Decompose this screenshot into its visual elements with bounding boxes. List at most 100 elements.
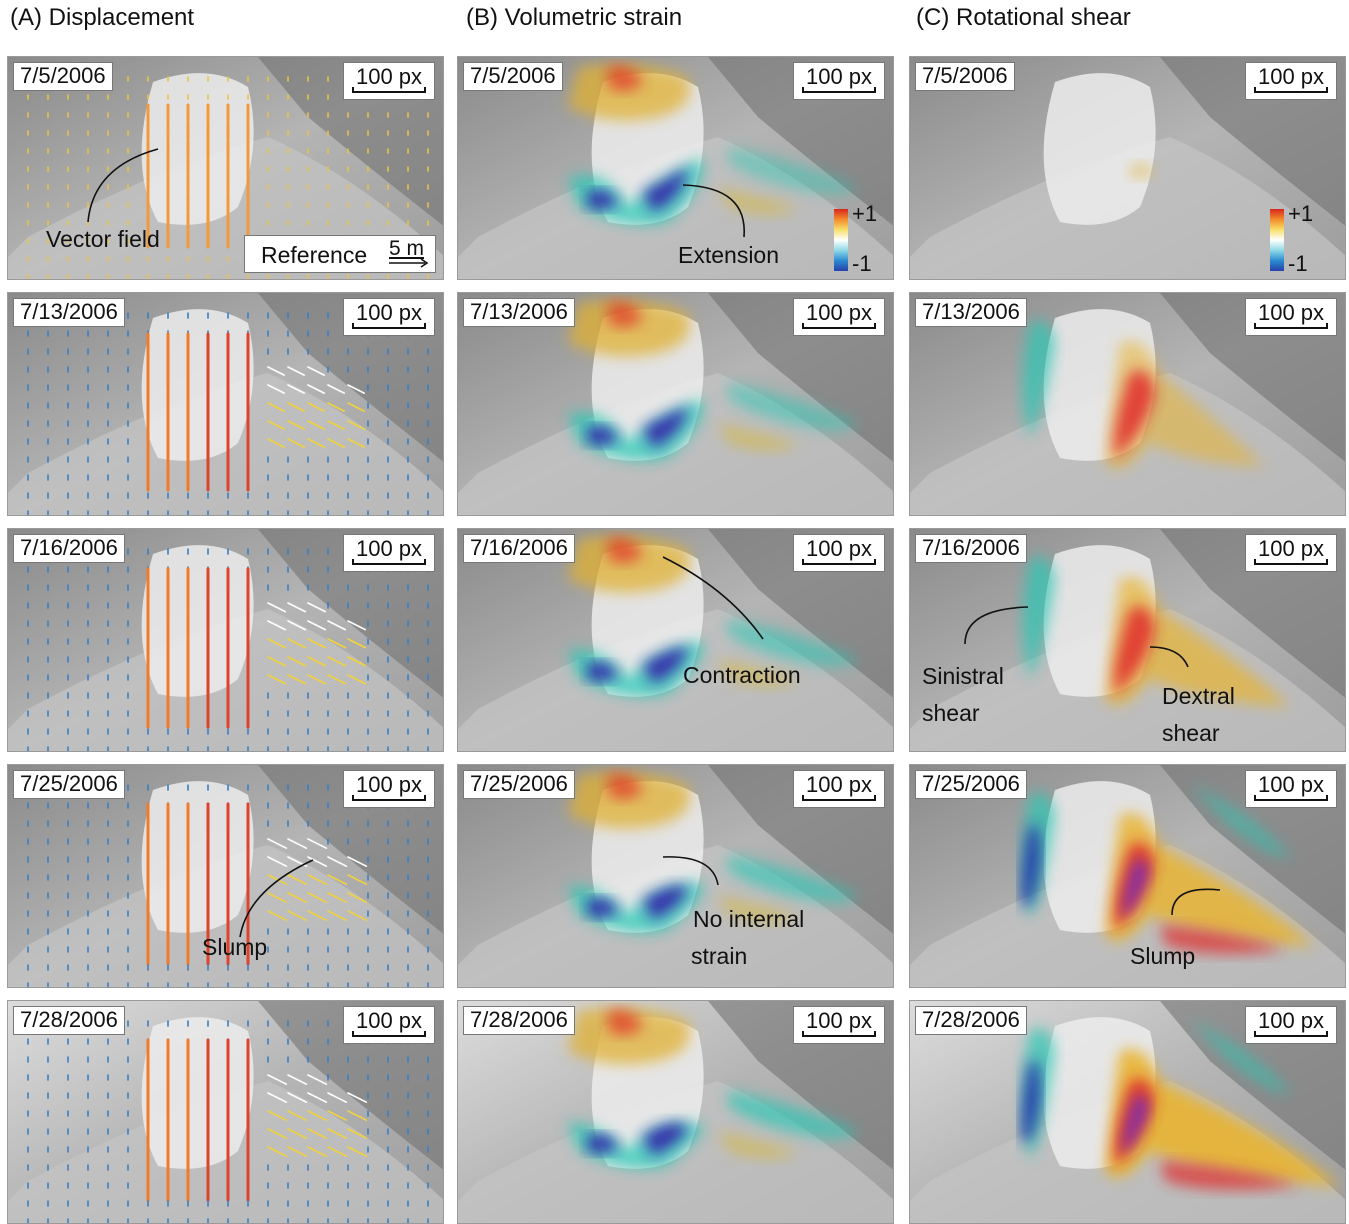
scale-label: 100 px xyxy=(1257,772,1325,797)
date-label: 7/13/2006 xyxy=(13,298,125,327)
scale-label: 100 px xyxy=(805,536,873,561)
scale-label: 100 px xyxy=(1257,300,1325,325)
scale-bar: 100 px xyxy=(793,770,885,808)
scale-bar-line xyxy=(352,323,426,329)
displacement-vector xyxy=(307,402,326,412)
displacement-vector xyxy=(287,420,306,430)
reference-label: Reference xyxy=(261,242,368,268)
displacement-vector xyxy=(307,1146,328,1157)
date-label: 7/5/2006 xyxy=(463,62,563,91)
displacement-vector xyxy=(287,384,306,394)
scale-bar: 100 px xyxy=(793,62,885,100)
displacement-vector xyxy=(287,1110,308,1121)
annotation-leader-line xyxy=(964,606,1029,645)
scale-bar-line xyxy=(802,1031,876,1037)
reference-magnitude: 5 m xyxy=(389,237,425,260)
panel-displacement-row-1: 7/5/2006 100 px Vector field Reference 5 m xyxy=(7,56,444,280)
displacement-vector xyxy=(347,874,368,885)
displacement-vector xyxy=(327,402,346,412)
displacement-vector xyxy=(287,1146,308,1157)
displacement-vector xyxy=(307,438,326,448)
displacement-vector xyxy=(327,674,347,685)
annotation-contraction: Contraction xyxy=(683,662,801,688)
column-title-volumetric-strain: (B) Volumetric strain xyxy=(466,4,683,31)
displacement-vector xyxy=(287,1074,308,1085)
annotation-vector-field: Vector field xyxy=(46,226,160,252)
scale-bar: 100 px xyxy=(343,298,435,336)
displacement-vector xyxy=(267,1146,288,1157)
scale-bar-line xyxy=(1254,795,1328,801)
scale-bar-line xyxy=(352,795,426,801)
panel-rotational-shear-row-1: 7/5/2006 100 px +1 -1 xyxy=(909,56,1346,280)
displacement-vector xyxy=(287,874,308,885)
displacement-vector xyxy=(327,1146,348,1157)
displacement-vector xyxy=(287,1128,308,1139)
displacement-vector xyxy=(267,402,286,412)
displacement-vector xyxy=(327,856,348,867)
annotation-leader-line xyxy=(239,859,314,938)
panel-rotational-shear-row-2: 7/13/2006 100 px xyxy=(909,292,1346,516)
displacement-vector xyxy=(267,674,287,685)
displacement-vector xyxy=(287,838,308,849)
displacement-vector xyxy=(267,602,287,613)
displacement-vector xyxy=(267,438,286,448)
scale-bar: 100 px xyxy=(1245,534,1337,572)
scale-bar: 100 px xyxy=(343,770,435,808)
colorbar-gradient xyxy=(834,209,848,271)
date-label: 7/25/2006 xyxy=(463,770,575,799)
annotation-leader-line xyxy=(682,184,745,238)
displacement-vector xyxy=(327,656,347,667)
annotation-no-internal-strain-2: strain xyxy=(691,943,748,969)
annotation-leader-line xyxy=(87,148,159,223)
scale-bar: 100 px xyxy=(1245,770,1337,808)
displacement-vector xyxy=(287,602,307,613)
scale-label: 100 px xyxy=(805,772,873,797)
annotation-dextral-shear-1: Dextral xyxy=(1162,683,1235,709)
scale-bar-line xyxy=(1254,323,1328,329)
panel-image xyxy=(910,765,1345,987)
date-label: 7/25/2006 xyxy=(915,770,1027,799)
date-label: 7/16/2006 xyxy=(13,534,125,563)
panel-displacement-row-4: 7/25/2006 100 px Slump xyxy=(7,764,444,988)
panel-displacement-row-5: 7/28/2006 100 px xyxy=(7,1000,444,1224)
scale-bar: 100 px xyxy=(1245,62,1337,100)
displacement-vector xyxy=(287,366,306,376)
scale-bar-line xyxy=(1254,1031,1328,1037)
displacement-vector xyxy=(347,1128,368,1139)
panel-rotational-shear-row-3: 7/16/2006 100 px Sinistral shear Dextral shea… xyxy=(909,528,1346,752)
annotation-extension: Extension xyxy=(678,242,780,268)
displacement-vector xyxy=(287,638,307,649)
displacement-vector xyxy=(327,1110,348,1121)
scale-bar-line xyxy=(802,323,876,329)
displacement-vector xyxy=(347,856,368,867)
annotation-leader-line xyxy=(662,556,764,640)
scale-bar: 100 px xyxy=(343,534,435,572)
panel-image xyxy=(458,765,893,987)
displacement-vector xyxy=(267,620,287,631)
panel-displacement-row-2: 7/13/2006 100 px xyxy=(7,292,444,516)
displacement-vector xyxy=(267,366,286,376)
scale-label: 100 px xyxy=(1257,64,1325,89)
panel-volumetric-strain-row-4: 7/25/2006 100 px No internal strain xyxy=(457,764,894,988)
colorbar-min-label: -1 xyxy=(852,251,872,276)
scale-bar-line xyxy=(1254,87,1328,93)
displacement-vector xyxy=(327,420,346,430)
displacement-vector xyxy=(307,638,327,649)
displacement-vector xyxy=(307,1128,328,1139)
scale-label: 100 px xyxy=(805,1008,873,1033)
reference-arrow xyxy=(389,258,429,268)
annotation-leader-line xyxy=(1171,888,1221,916)
displacement-vector xyxy=(307,656,327,667)
displacement-vector xyxy=(347,384,366,394)
annotation-sinistral-shear-2: shear xyxy=(922,700,980,726)
displacement-vector xyxy=(307,420,326,430)
annotation-sinistral-shear-1: Sinistral xyxy=(922,663,1004,689)
scale-bar-line xyxy=(352,559,426,565)
displacement-vector xyxy=(327,910,348,921)
column-title-displacement: (A) Displacement xyxy=(10,4,195,31)
displacement-vector xyxy=(287,1092,308,1103)
displacement-vector xyxy=(347,1110,368,1121)
displacement-vector xyxy=(347,438,366,448)
displacement-vector xyxy=(307,674,327,685)
annotation-no-internal-strain-1: No internal xyxy=(693,906,805,932)
